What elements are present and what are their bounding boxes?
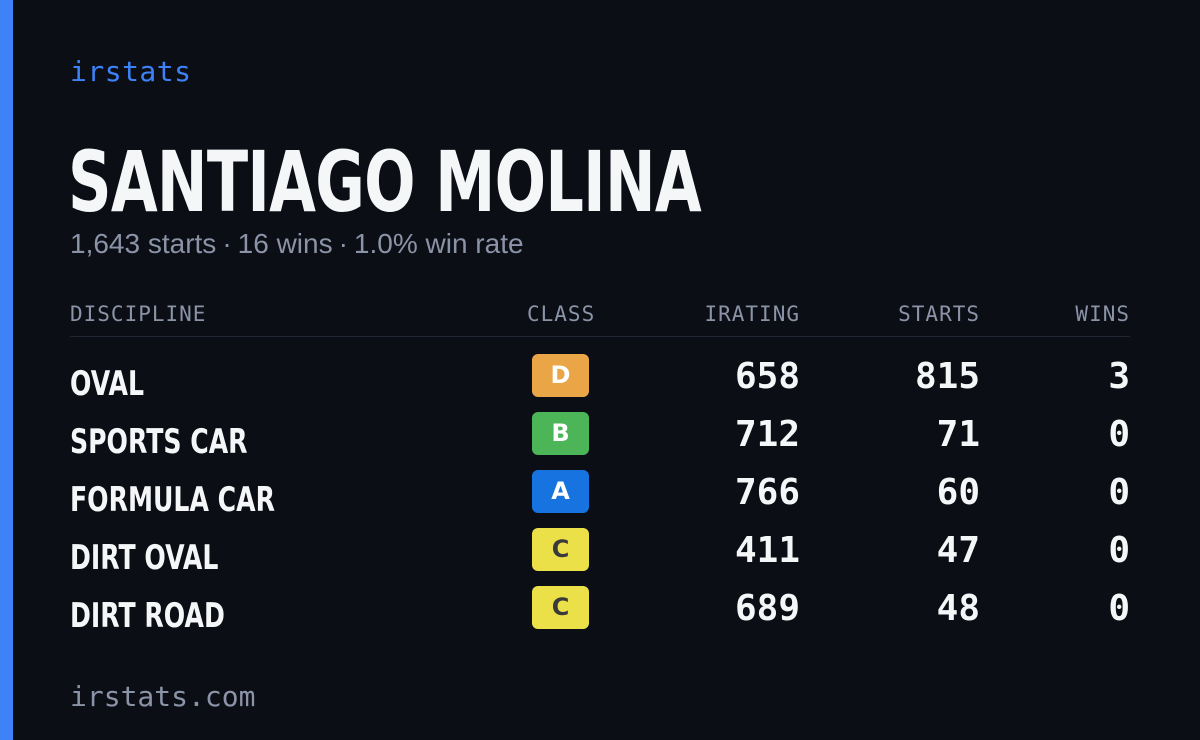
license-class-badge: C	[532, 528, 589, 571]
table-row: FORMULA CAR A 766 60 0	[0, 470, 1200, 528]
wins-value: 0	[1108, 530, 1130, 571]
summary-separator: ·	[338, 228, 348, 259]
license-class-badge: D	[532, 354, 589, 397]
column-header-starts: STARTS	[898, 302, 980, 326]
stats-summary: 1,643 starts · 16 wins · 1.0% win rate	[70, 228, 524, 260]
discipline-label: FORMULA CAR	[70, 480, 275, 520]
starts-value: 71	[936, 414, 980, 455]
license-class-badge: B	[532, 412, 589, 455]
table-row: DIRT ROAD C 689 48 0	[0, 586, 1200, 644]
starts-value: 48	[936, 588, 980, 629]
column-header-discipline: DISCIPLINE	[70, 302, 207, 326]
footer-url: irstats.com	[70, 680, 256, 713]
wins-value: 0	[1108, 414, 1130, 455]
license-class-badge: A	[532, 470, 589, 513]
wins-value: 3	[1108, 356, 1130, 397]
column-header-wins: WINS	[1075, 302, 1130, 326]
summary-starts: 1,643 starts	[70, 228, 217, 259]
irating-value: 712	[734, 414, 800, 455]
irating-value: 658	[734, 356, 800, 397]
summary-separator: ·	[222, 228, 232, 259]
starts-value: 47	[936, 530, 980, 571]
discipline-label: DIRT ROAD	[70, 596, 225, 636]
accent-bar	[0, 0, 13, 740]
header-divider	[70, 336, 1130, 337]
table-row: SPORTS CAR B 712 71 0	[0, 412, 1200, 470]
summary-win-rate: 1.0% win rate	[353, 228, 524, 259]
table-row: DIRT OVAL C 411 47 0	[0, 528, 1200, 586]
starts-value: 60	[936, 472, 980, 513]
column-header-irating: IRATING	[704, 302, 800, 326]
discipline-label: OVAL	[70, 364, 144, 404]
wins-value: 0	[1108, 588, 1130, 629]
summary-wins: 16 wins	[237, 228, 333, 259]
discipline-label: SPORTS CAR	[70, 422, 248, 462]
wins-value: 0	[1108, 472, 1130, 513]
irating-value: 411	[734, 530, 800, 571]
discipline-label: DIRT OVAL	[70, 538, 219, 578]
irating-value: 689	[734, 588, 800, 629]
brand-logo-text: irstats	[70, 55, 192, 88]
irating-value: 766	[734, 472, 800, 513]
license-class-badge: C	[532, 586, 589, 629]
starts-value: 815	[914, 356, 980, 397]
table-row: OVAL D 658 815 3	[0, 354, 1200, 412]
driver-name: SANTIAGO MOLINA	[68, 133, 702, 231]
column-header-class: CLASS	[527, 302, 596, 326]
